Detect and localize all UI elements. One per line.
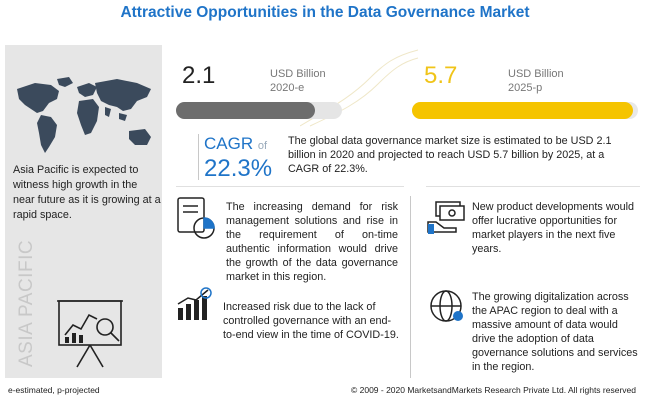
region-vertical-label: ASIA PACIFIC <box>16 239 37 367</box>
region-panel: Asia Pacific is expected to witness high… <box>5 45 162 378</box>
point-new-products: New product developments would offer luc… <box>472 201 635 255</box>
section-divider-right <box>426 186 640 187</box>
page-title: Attractive Opportunities in the Data Gov… <box>120 4 530 21</box>
region-note: Asia Pacific is expected to witness high… <box>13 164 161 221</box>
globe-network-icon <box>430 290 463 322</box>
section-divider-left <box>176 186 404 187</box>
market-2025-bar <box>412 102 633 119</box>
market-2020-unit: USD Billion <box>270 68 326 80</box>
rising-risk-chart-icon <box>177 287 212 320</box>
market-2025-year: 2025-p <box>508 82 543 94</box>
presentation-board-icon <box>57 300 123 368</box>
footer-legend: e-estimated, p-projected <box>8 385 100 395</box>
market-2020-year: 2020-e <box>270 82 305 94</box>
market-2025-unit: USD Billion <box>508 68 564 80</box>
risk-management-icon <box>177 197 215 239</box>
point-digitalization: The growing digitalization across the AP… <box>472 291 638 373</box>
cagr-label: CAGR of <box>204 134 268 153</box>
cagr-of: of <box>257 140 268 152</box>
column-divider <box>410 196 411 378</box>
market-2025-value: 5.7 <box>424 62 458 89</box>
market-2020-value: 2.1 <box>182 62 216 89</box>
point-covid: Increased risk due to the lack of contro… <box>223 301 399 341</box>
money-hand-icon <box>427 201 465 234</box>
market-2020-bar <box>176 102 315 119</box>
point-risk-management: The increasing demand for risk managemen… <box>226 201 398 283</box>
cagr-divider <box>198 134 199 180</box>
world-map-icon <box>17 77 151 153</box>
cagr-value: 22.3% <box>204 155 273 182</box>
footer-copyright: © 2009 - 2020 MarketsandMarkets Research… <box>350 385 636 395</box>
market-summary: The global data governance market size i… <box>288 135 612 175</box>
